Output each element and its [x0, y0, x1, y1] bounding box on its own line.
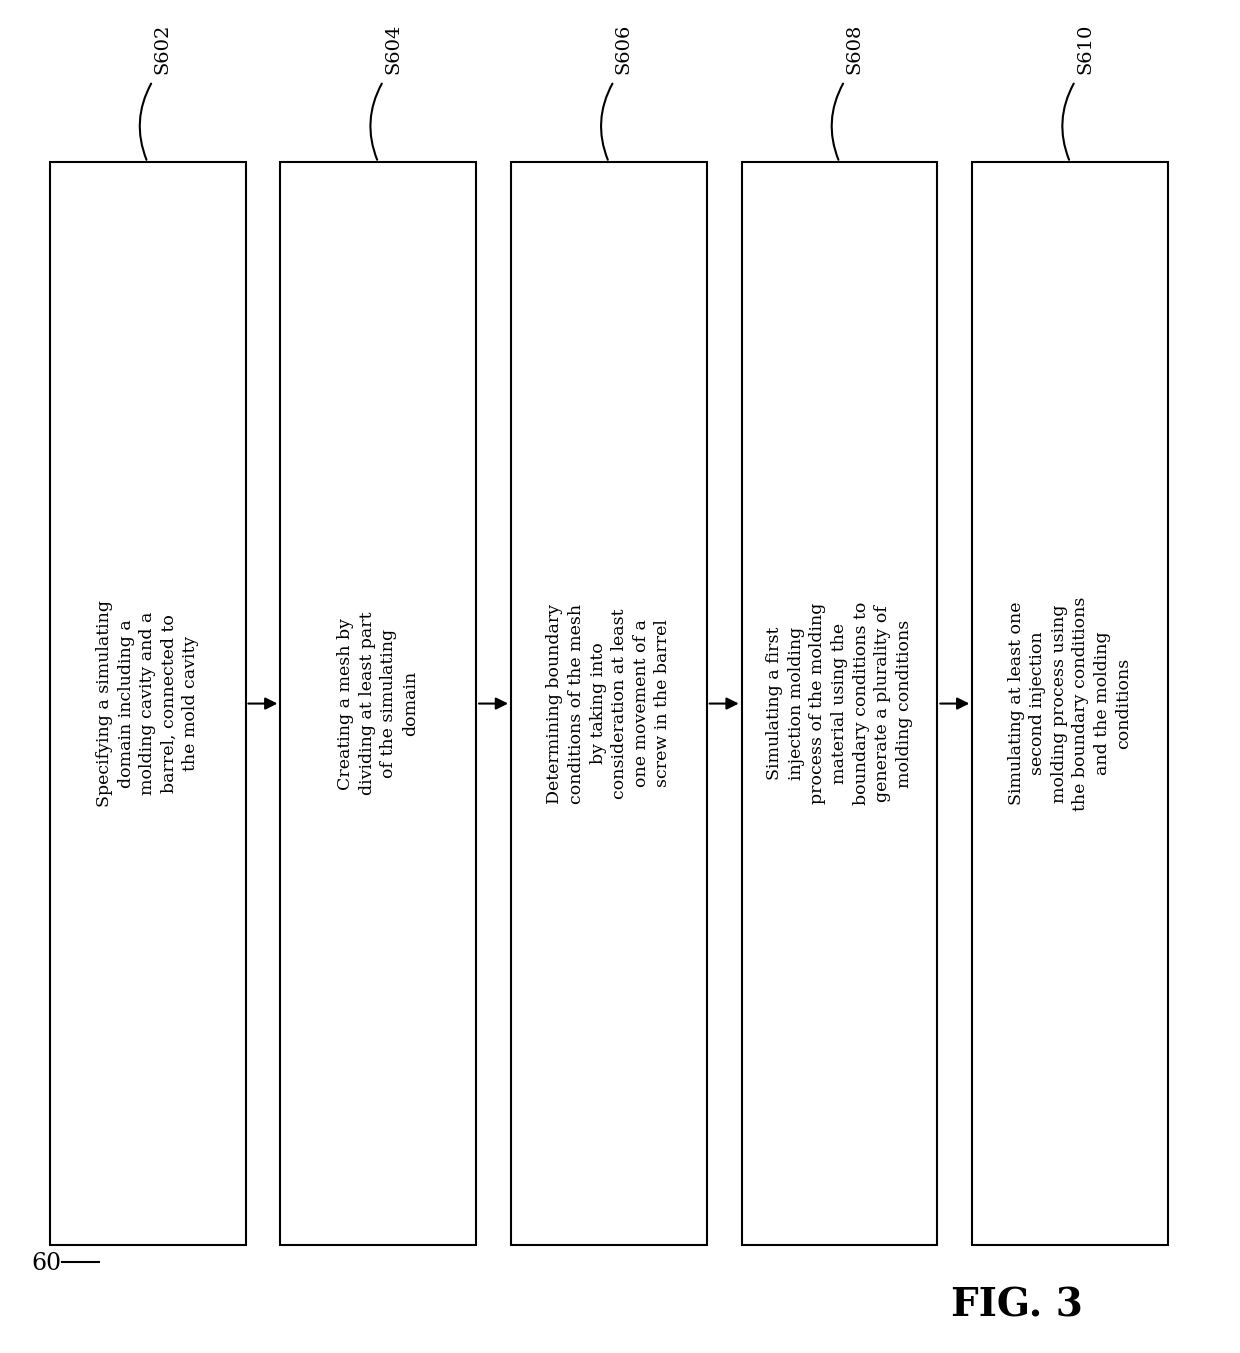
- Text: Specifying a simulating
domain including a
molding cavity and a
barrel, connecte: Specifying a simulating domain including…: [95, 601, 200, 806]
- Text: S606: S606: [615, 24, 632, 74]
- Text: S602: S602: [154, 24, 171, 74]
- Bar: [742, 162, 937, 1245]
- Text: Determining boundary
conditions of the mesh
by taking into
consideration at leas: Determining boundary conditions of the m…: [547, 603, 671, 804]
- Bar: [280, 162, 476, 1245]
- Text: S604: S604: [384, 24, 402, 74]
- Bar: [972, 162, 1168, 1245]
- Text: S608: S608: [846, 24, 863, 74]
- Text: Simulating at least one
second injection
molding process using
the boundary cond: Simulating at least one second injection…: [1008, 597, 1132, 810]
- Text: Creating a mesh by
dividing at least part
of the simulating
domain: Creating a mesh by dividing at least par…: [337, 612, 419, 796]
- Text: Simulating a first
injection molding
process of the molding
material using the
b: Simulating a first injection molding pro…: [766, 602, 913, 805]
- Text: S610: S610: [1076, 24, 1094, 74]
- Text: FIG. 3: FIG. 3: [951, 1287, 1083, 1325]
- Bar: [511, 162, 707, 1245]
- Text: 60: 60: [31, 1252, 61, 1275]
- Bar: [50, 162, 246, 1245]
